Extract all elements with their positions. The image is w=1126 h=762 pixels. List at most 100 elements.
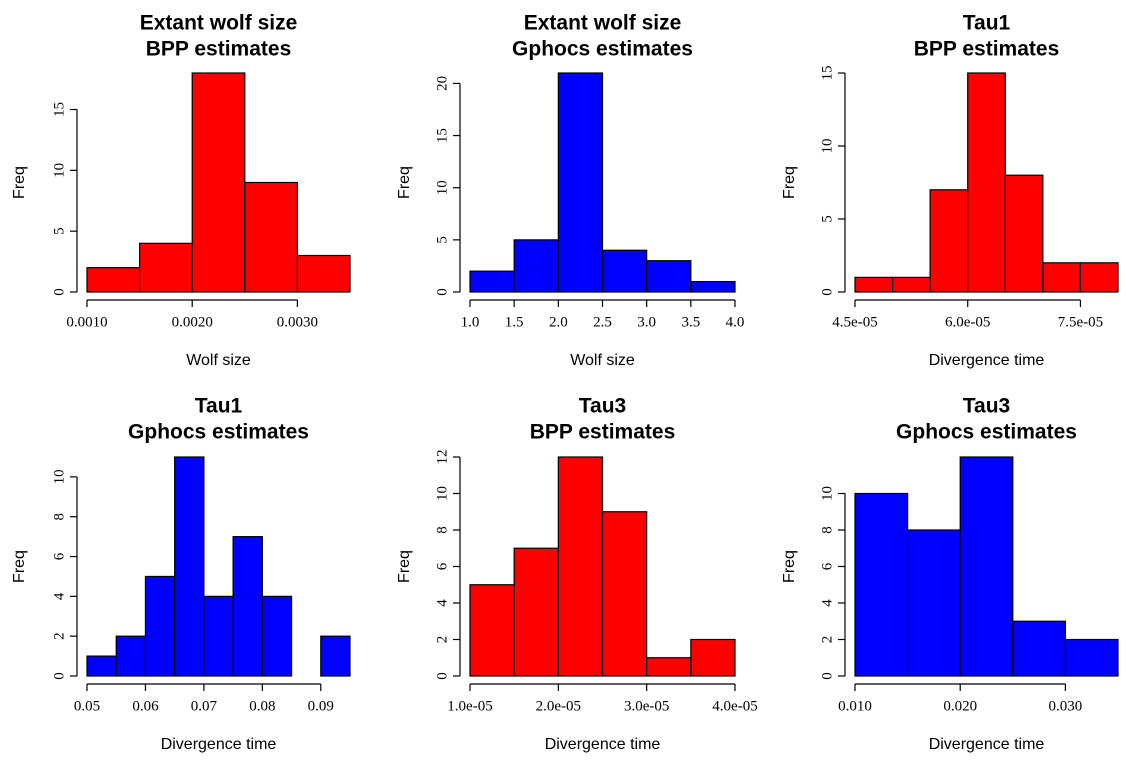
- chart4-x-tick-label-1: 0.05: [74, 698, 100, 714]
- chart2-y-tick-label-4: 15: [434, 128, 450, 143]
- chart4-x-tick-label-3: 0.07: [191, 698, 218, 714]
- chart3-bar-2: [891, 276, 931, 293]
- chart1-y-tick-label-2: 5: [51, 227, 67, 235]
- chart5-title-line-2: BPP estimates: [530, 421, 676, 444]
- chart3-y-label: Freq: [781, 166, 798, 199]
- chart5-bar-1: [469, 584, 515, 677]
- chart3-bar-3: [929, 189, 969, 293]
- chart5-x-tick-label-4: 4.0e-05: [712, 698, 757, 714]
- chart1-x-tick-label-2: 0.0020: [172, 314, 213, 330]
- chart3-x-tick-label-2: 6.0e-05: [945, 314, 990, 330]
- chart3-bar-4: [967, 72, 1006, 293]
- chart6-y-tick-label-6: 10: [819, 486, 835, 501]
- chart6-bar-4: [1012, 620, 1066, 677]
- chart6-title-line-2: Gphocs estimates: [896, 421, 1077, 444]
- chart3-y-tick-label-2: 5: [819, 215, 835, 223]
- chart4-y-tick-label-6: 10: [51, 469, 67, 484]
- chart5-bar-2: [513, 547, 559, 677]
- chart3-x-label: Divergence time: [929, 352, 1045, 369]
- chart3-title-line-1: Tau1: [963, 12, 1011, 35]
- chart2-bar-4: [601, 249, 648, 293]
- chart4-y-tick-label-2: 2: [51, 632, 67, 640]
- chart2-bar-3: [557, 72, 604, 293]
- chart2-bar-6: [690, 280, 736, 293]
- chart2-bar-2: [513, 239, 559, 293]
- chart4-y-tick-label-4: 6: [51, 552, 67, 560]
- chart5-y-tick-label-6: 10: [434, 486, 450, 501]
- chart4-y-tick-label-1: 0: [51, 672, 67, 680]
- chart3-bar-6: [1042, 262, 1082, 293]
- chart2-bar-1: [469, 270, 515, 293]
- chart2-x-label: Wolf size: [570, 352, 635, 369]
- chart5-bar-5: [646, 657, 692, 677]
- chart1-y-label: Freq: [11, 166, 28, 199]
- chart4-x-label: Divergence time: [161, 736, 277, 753]
- chart5-y-tick-label-1: 0: [434, 672, 450, 680]
- chart3-bar-7: [1079, 262, 1119, 293]
- chart2-title-line-2: Gphocs estimates: [512, 38, 693, 61]
- chart3-bar-1: [854, 276, 894, 293]
- chart6-y-tick-label-3: 4: [819, 599, 835, 607]
- chart6-y-tick-label-5: 8: [819, 526, 835, 534]
- chart2-x-tick-label-5: 3.0: [637, 314, 656, 330]
- chart1-x-tick-label-3: 0.0030: [277, 314, 318, 330]
- chart4-y-label: Freq: [11, 550, 28, 583]
- chart2-bar-5: [646, 260, 692, 293]
- chart1-bar-5: [296, 254, 351, 293]
- chart4-x-tick-label-5: 0.09: [308, 698, 334, 714]
- chart5-x-tick-label-2: 2.0e-05: [536, 698, 581, 714]
- chart2-x-tick-label-1: 1.0: [461, 314, 480, 330]
- chart6-x-label: Divergence time: [929, 736, 1045, 753]
- chart5-bar-4: [601, 511, 648, 677]
- chart5-y-label: Freq: [396, 550, 413, 583]
- chart6-x-tick-label-3: 0.030: [1049, 698, 1083, 714]
- chart3-x-tick-label-1: 4.5e-05: [832, 314, 877, 330]
- chart4-bar-5: [203, 595, 234, 677]
- chart1-y-tick-label-3: 10: [51, 163, 67, 178]
- chart1-y-tick-label-1: 0: [51, 288, 67, 296]
- chart6-y-tick-label-2: 2: [819, 636, 835, 644]
- chart5-bar-6: [690, 638, 736, 677]
- chart2-y-label: Freq: [396, 166, 413, 199]
- chart6-y-tick-label-4: 6: [819, 562, 835, 570]
- chart1-bar-4: [244, 181, 299, 293]
- chart2-x-tick-label-2: 1.5: [505, 314, 524, 330]
- chart3-title-line-2: BPP estimates: [914, 38, 1060, 61]
- chart1-x-label: Wolf size: [186, 352, 251, 369]
- chart4-bar-2: [115, 635, 147, 677]
- chart5-y-tick-label-5: 8: [434, 526, 450, 534]
- chart5-x-label: Divergence time: [545, 736, 661, 753]
- chart6-bar-3: [959, 456, 1014, 677]
- chart6-x-tick-label-2: 0.020: [943, 698, 977, 714]
- chart5-y-tick-label-7: 12: [434, 450, 450, 465]
- chart3-y-tick-label-3: 10: [819, 139, 835, 154]
- chart6-bar-2: [906, 529, 961, 677]
- chart2-y-tick-label-2: 5: [434, 236, 450, 244]
- chart4-bar-7: [261, 595, 293, 677]
- chart6-x-tick-label-1: 0.010: [838, 698, 872, 714]
- chart4-x-tick-label-2: 0.06: [132, 698, 159, 714]
- chart2-y-tick-label-1: 0: [434, 288, 450, 296]
- chart2-y-tick-label-3: 10: [434, 180, 450, 195]
- chart2-x-tick-label-7: 4.0: [726, 314, 745, 330]
- chart2-y-tick-label-5: 20: [434, 76, 450, 91]
- chart1-bar-2: [139, 242, 193, 293]
- chart4-bar-1: [86, 655, 117, 677]
- chart3-x-tick-label-3: 7.5e-05: [1058, 314, 1103, 330]
- chart6-title-line-1: Tau3: [963, 395, 1010, 418]
- chart5-x-tick-label-3: 3.0e-05: [624, 698, 669, 714]
- chart4-x-tick-label-4: 0.08: [249, 698, 275, 714]
- chart4-bar-4: [174, 456, 205, 677]
- chart5-y-tick-label-2: 2: [434, 636, 450, 644]
- chart1-bar-3: [191, 72, 246, 293]
- chart1-title-line-1: Extant wolf size: [140, 12, 298, 35]
- chart1-y-tick-label-4: 15: [51, 102, 67, 117]
- chart4-y-tick-label-5: 8: [51, 513, 67, 521]
- chart4-bar-6: [232, 536, 263, 677]
- chart5-bar-3: [557, 456, 604, 677]
- chart3-y-tick-label-4: 15: [819, 66, 835, 81]
- chart2-x-tick-label-4: 2.5: [593, 314, 612, 330]
- chart3-y-tick-label-1: 0: [819, 288, 835, 296]
- chart5-title-line-1: Tau3: [579, 395, 626, 418]
